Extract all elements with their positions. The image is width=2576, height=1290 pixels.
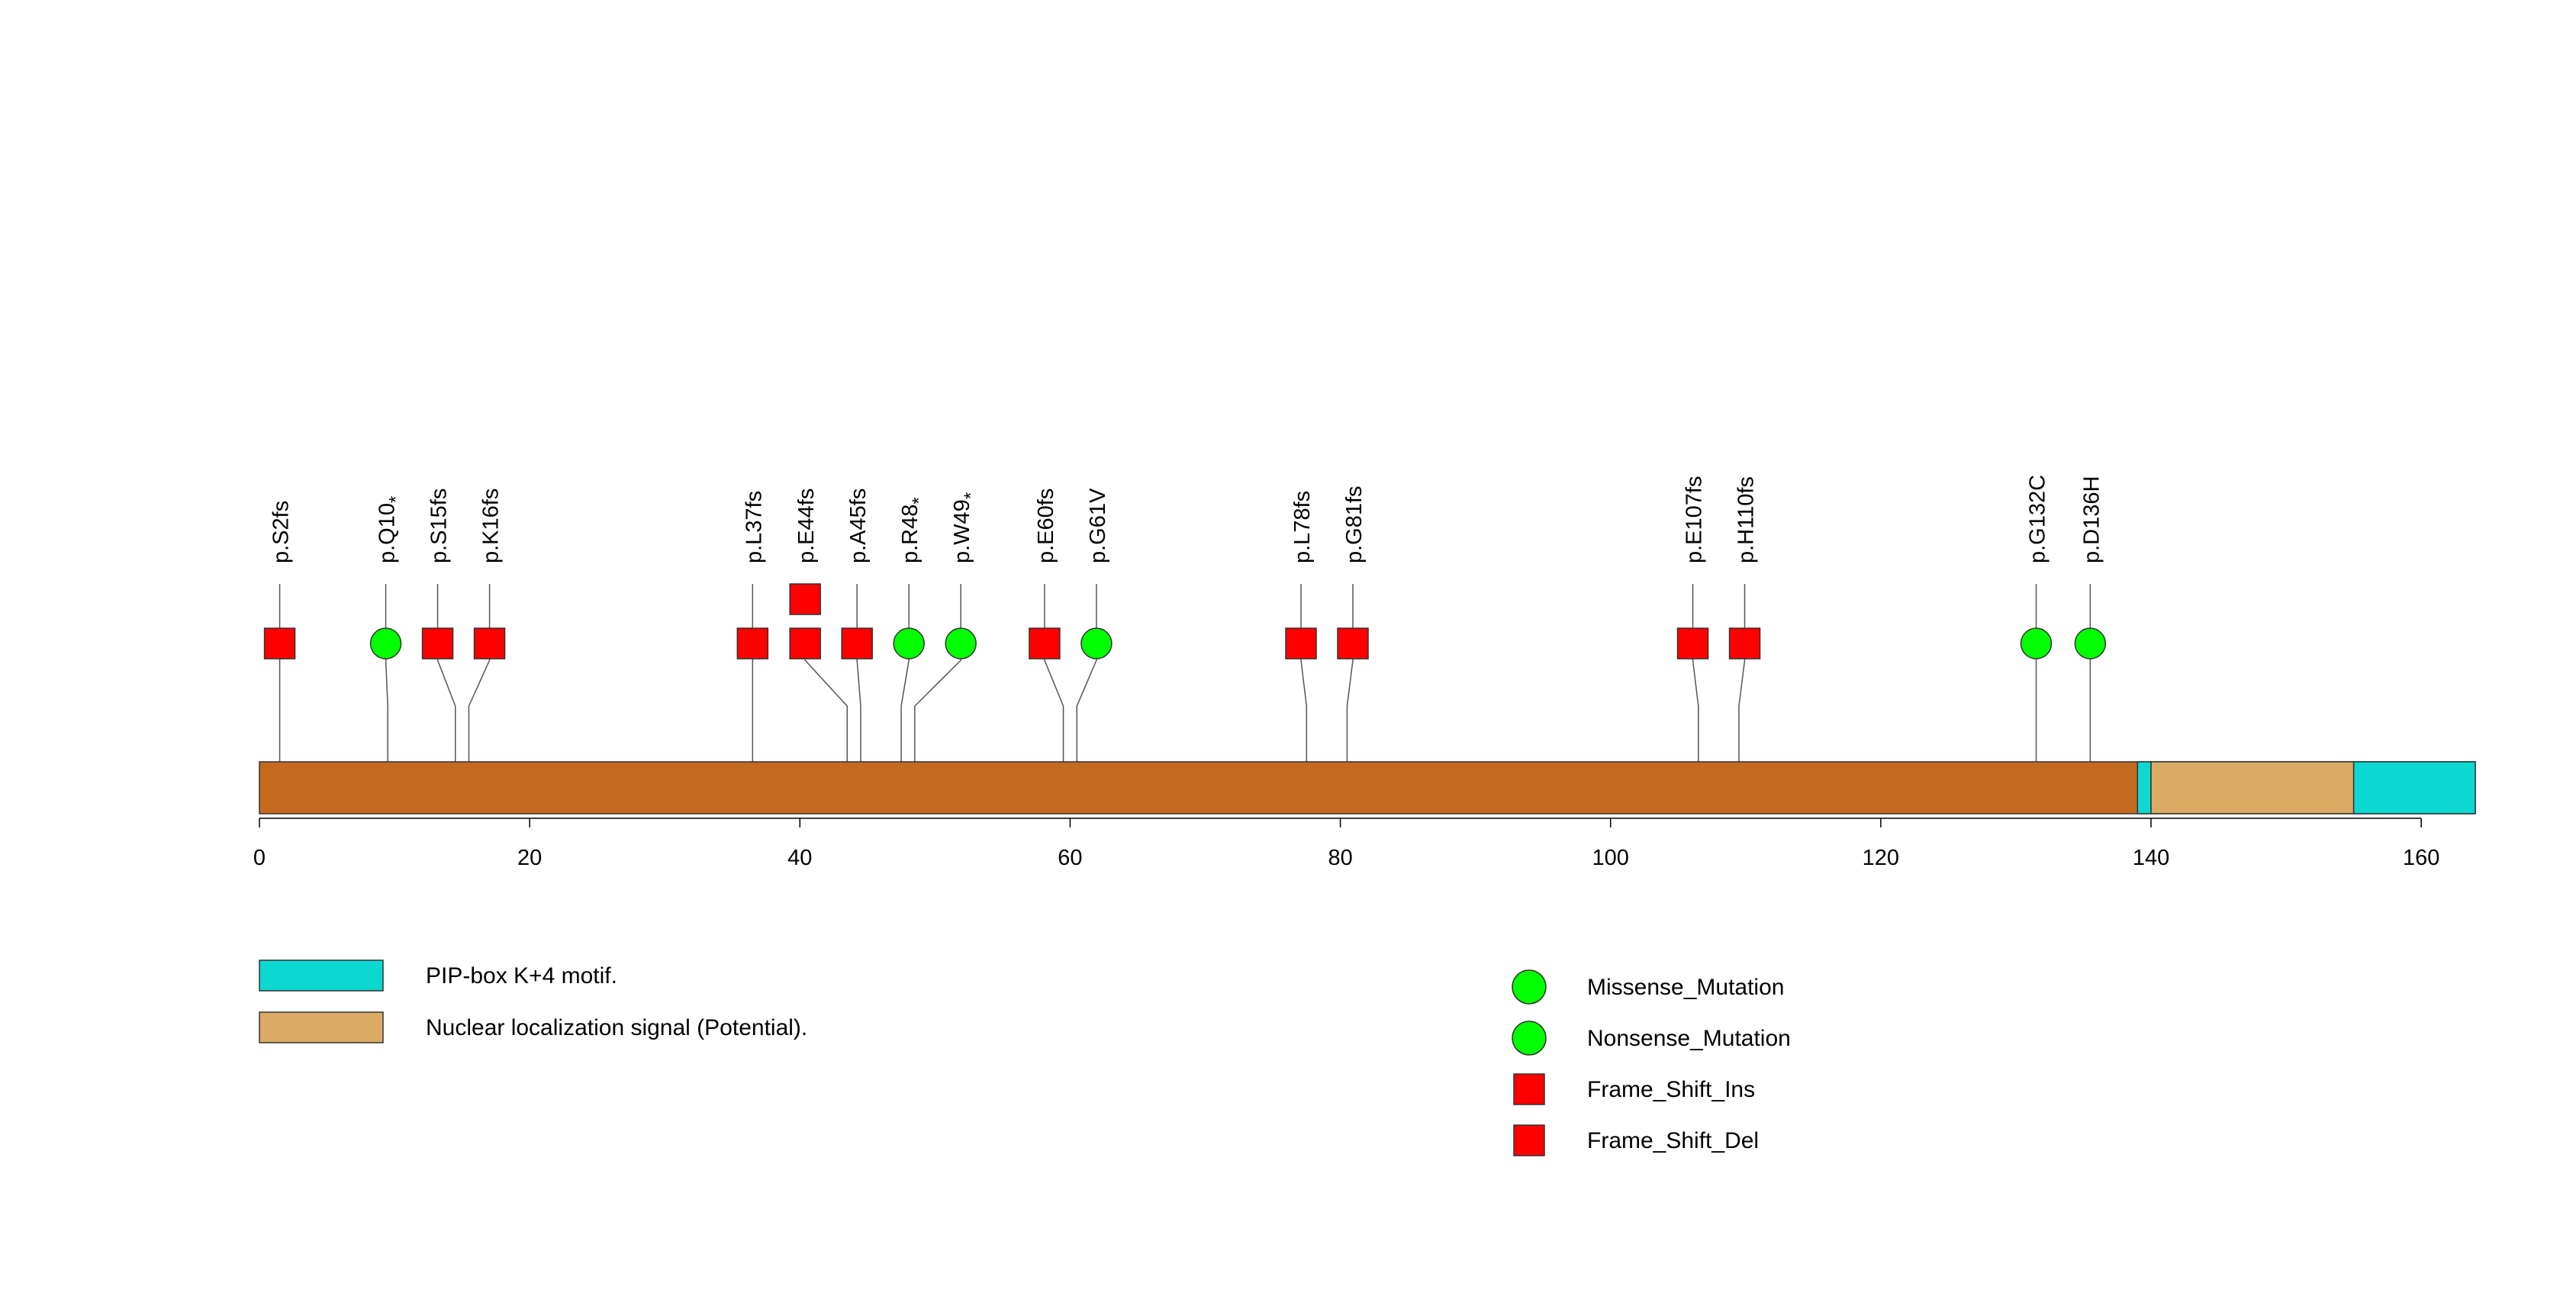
mutation-marker-circle: [2020, 627, 2053, 660]
mutation-label: p.E107fs: [1682, 476, 1707, 563]
mutation-label-text: p.K16fs: [479, 489, 504, 563]
mutation-label-text: p.R48: [898, 505, 923, 563]
mutation-label-text: p.G61V: [1086, 488, 1110, 563]
mutation-marker-square: [1728, 627, 1761, 660]
mutation-label: p.G81fs: [1342, 485, 1367, 563]
mutation-marker-circle: [1080, 627, 1113, 660]
x-axis-tick-label: 60: [1058, 846, 1082, 870]
mutation-marker-circle: [2074, 627, 2107, 660]
mutation-legend-label: Nonsense_Mutation: [1587, 1026, 1791, 1051]
mutation-legend-circle: [1512, 1021, 1547, 1056]
mutation-marker-circle: [945, 627, 977, 660]
mutation-marker-square: [1029, 627, 1061, 660]
domain-block: [2352, 761, 2476, 814]
x-axis: 0 20 40 60 80 100 120 140 160: [253, 818, 2439, 870]
mutation-marker-square: [1337, 627, 1369, 660]
x-axis-tick-label: 80: [1328, 846, 1352, 870]
x-axis-tick-label: 100: [1592, 846, 1629, 870]
mutation-marker-square: [736, 627, 769, 660]
mutation-label: p.Q10*: [375, 496, 407, 563]
mutation-label: p.L78fs: [1290, 491, 1315, 563]
mutation-label: p.A45fs: [846, 489, 871, 563]
mutation-label-text: p.H110fs: [1734, 476, 1759, 563]
mutation-label: p.W49*: [950, 492, 981, 563]
mutation-label: p.H110fs: [1734, 476, 1759, 563]
mutation-label: p.E44fs: [794, 489, 819, 563]
mutation-label: p.G132C: [2026, 475, 2050, 563]
mutation-label: p.R48*: [898, 497, 929, 563]
mutation-label-text: p.L78fs: [1290, 491, 1315, 563]
mutation-label: p.G61V: [1086, 488, 1110, 563]
x-axis-tick-label: 0: [253, 846, 266, 870]
domain-block: [2136, 761, 2152, 814]
x-axis-tick-label: 40: [787, 846, 812, 870]
mutation-marker-square: [421, 627, 454, 660]
domain-legend-swatch: [259, 959, 384, 992]
domain-legend-swatch: [259, 1011, 384, 1043]
mutation-label-text: p.G81fs: [1342, 485, 1367, 563]
mutation-label: p.S15fs: [427, 489, 452, 563]
mutation-label-text: p.S15fs: [427, 489, 452, 563]
mutation-label-text: p.S2fs: [269, 501, 294, 563]
mutation-legend-label: Missense_Mutation: [1587, 975, 1784, 1000]
x-axis-tick-label: 20: [517, 846, 542, 870]
legend: PIP-box K+4 motif. Nuclear localization s…: [259, 959, 1791, 1156]
mutation-label: p.E60fs: [1034, 489, 1058, 563]
mutation-marker-square: [789, 627, 821, 660]
mutation-label-text: p.D136H: [2079, 476, 2104, 563]
x-axis-tick-label: 120: [1863, 846, 1899, 870]
mutation-markers: [263, 583, 2107, 660]
mutation-marker-circle: [369, 627, 402, 660]
stop-marker: *: [909, 497, 929, 504]
mutation-marker-square: [1285, 627, 1317, 660]
mutation-label-text: p.W49: [950, 499, 974, 563]
x-axis-tick-label: 160: [2403, 846, 2439, 870]
stop-marker: *: [961, 492, 981, 499]
protein-track: [259, 761, 2476, 814]
mutation-marker-square: [789, 583, 821, 615]
domain-legend-label: PIP-box K+4 motif.: [426, 963, 617, 988]
mutation-legend-square: [1513, 1073, 1545, 1105]
mutation-label-text: p.Q10: [375, 503, 400, 563]
domain-block: [2150, 761, 2355, 814]
mutation-legend-square: [1513, 1124, 1545, 1156]
mutation-label-text: p.A45fs: [846, 489, 871, 563]
mutation-marker-square: [841, 627, 873, 660]
mutation-legend-label: Frame_Shift_Del: [1587, 1128, 1759, 1153]
mutation-label: p.S2fs: [269, 501, 294, 563]
stop-marker: *: [386, 496, 407, 503]
mutation-label-text: p.L37fs: [742, 491, 766, 563]
mutation-label: p.D136H: [2079, 476, 2104, 563]
mutation-labels: p.S2fs p.Q10* p.S15fs p.K16fs p.L37fs p.E44fs…: [269, 475, 2104, 563]
mutation-marker-square: [1676, 627, 1709, 660]
mutation-label-text: p.G132C: [2026, 475, 2050, 563]
mutation-label-text: p.E107fs: [1682, 476, 1707, 563]
mutation-label-text: p.E60fs: [1034, 489, 1058, 563]
mutation-legend-label: Frame_Shift_Ins: [1587, 1077, 1755, 1102]
mutation-legend-circle: [1512, 969, 1547, 1005]
mutation-marker-circle: [893, 627, 925, 660]
mutation-label-text: p.E44fs: [794, 489, 819, 563]
x-axis-tick-label: 140: [2133, 846, 2169, 870]
mutation-label: p.L37fs: [742, 491, 766, 563]
protein-backbone: [259, 761, 2476, 814]
mutation-marker-square: [263, 627, 296, 660]
mutation-label: p.K16fs: [479, 489, 504, 563]
mutation-marker-square: [473, 627, 506, 660]
domain-legend-label: Nuclear localization signal (Potential).: [426, 1015, 807, 1040]
